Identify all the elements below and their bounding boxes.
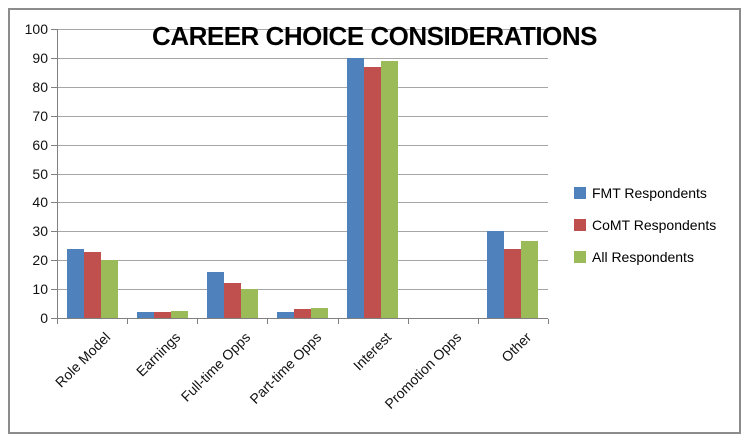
y-axis-tick <box>51 115 57 117</box>
legend-label: All Respondents <box>592 249 694 265</box>
legend-item: All Respondents <box>574 249 716 265</box>
y-axis-label: 70 <box>32 107 48 124</box>
legend-item: CoMT Respondents <box>574 217 716 233</box>
bar-all-respondents <box>381 61 398 318</box>
y-gridline <box>57 289 548 291</box>
y-axis-tick <box>51 144 57 146</box>
legend: FMT Respondents CoMT Respondents All Respo… <box>574 185 716 281</box>
legend-label: CoMT Respondents <box>592 217 717 233</box>
bar-fmt-respondents <box>207 272 224 318</box>
bar-fmt-respondents <box>347 58 364 318</box>
y-axis-label: 50 <box>32 165 48 182</box>
bar-comt-respondents <box>504 249 521 318</box>
legend-label: FMT Respondents <box>592 185 707 201</box>
y-axis-label: 90 <box>32 49 48 66</box>
bar-comt-respondents <box>84 252 101 318</box>
y-axis-tick <box>51 173 57 175</box>
x-axis-tick <box>267 319 268 324</box>
x-axis-tick <box>338 319 339 324</box>
bar-fmt-respondents <box>487 231 504 318</box>
bar-comt-respondents <box>224 283 241 318</box>
y-gridline <box>57 173 548 175</box>
y-axis-label: 100 <box>24 21 48 37</box>
bar-all-respondents <box>521 241 538 318</box>
x-axis-tick <box>478 319 479 324</box>
y-axis-label: 20 <box>32 252 48 269</box>
y-gridline <box>57 202 548 204</box>
bar-all-respondents <box>101 260 118 318</box>
y-axis-tick <box>51 29 57 30</box>
y-gridline <box>57 86 548 88</box>
y-axis-tick <box>51 289 57 291</box>
x-axis-tick <box>408 319 409 324</box>
x-axis-line <box>57 318 548 319</box>
y-gridline <box>57 29 548 30</box>
y-axis-label: 80 <box>32 78 48 95</box>
legend-item: FMT Respondents <box>574 185 716 201</box>
bar-comt-respondents <box>294 309 311 318</box>
bar-comt-respondents <box>154 312 171 318</box>
y-axis-label: 30 <box>32 223 48 240</box>
y-axis-line <box>57 29 58 318</box>
bar-fmt-respondents <box>277 312 294 318</box>
y-axis-label: 40 <box>32 194 48 211</box>
y-axis-tick <box>51 231 57 233</box>
bar-all-respondents <box>241 289 258 318</box>
y-axis-tick <box>51 260 57 262</box>
y-gridline <box>57 144 548 146</box>
legend-swatch-icon <box>574 251 586 263</box>
x-axis-tick <box>197 319 198 324</box>
bar-fmt-respondents <box>137 312 154 318</box>
y-axis-tick <box>51 318 57 319</box>
y-axis-label: 0 <box>40 310 48 326</box>
y-axis-tick <box>51 86 57 88</box>
y-gridline <box>57 260 548 262</box>
y-axis-tick <box>51 202 57 204</box>
y-axis-label: 10 <box>32 281 48 298</box>
legend-swatch-icon <box>574 219 586 231</box>
bar-all-respondents <box>311 308 328 318</box>
bar-all-respondents <box>171 311 188 318</box>
y-gridline <box>57 57 548 59</box>
y-axis-tick <box>51 57 57 59</box>
x-axis-tick <box>127 319 128 324</box>
legend-swatch-icon <box>574 187 586 199</box>
bar-fmt-respondents <box>67 249 84 318</box>
y-gridline <box>57 115 548 117</box>
x-axis-tick <box>57 319 58 324</box>
y-axis-label: 60 <box>32 136 48 153</box>
x-axis-tick <box>548 319 549 324</box>
bar-comt-respondents <box>364 67 381 318</box>
y-gridline <box>57 231 548 233</box>
